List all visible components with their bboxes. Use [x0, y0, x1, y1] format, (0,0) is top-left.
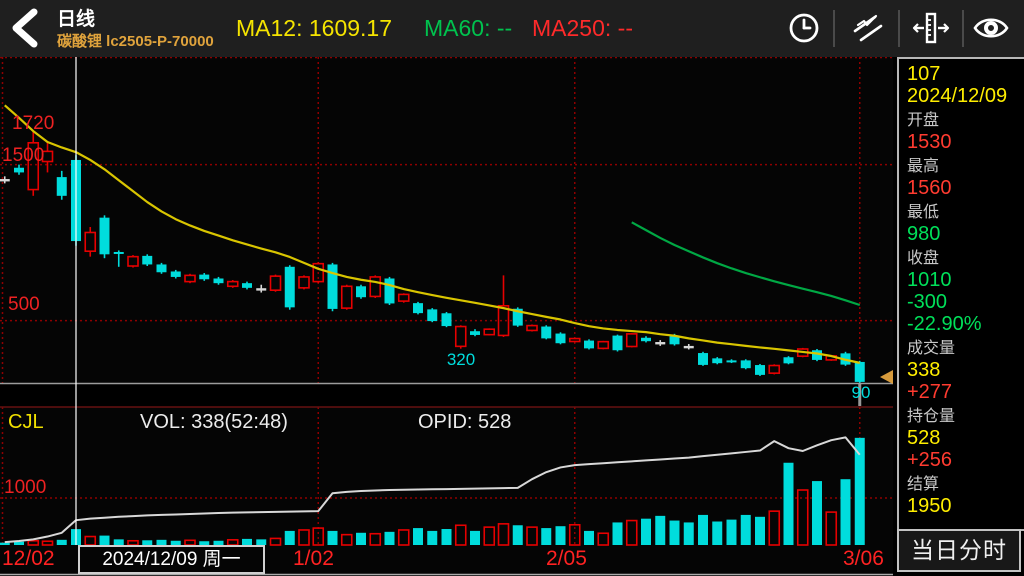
- sidebar-value: 1950: [907, 495, 952, 517]
- price-label-1500: 1500: [2, 145, 45, 166]
- price-scale-icon: [912, 12, 950, 44]
- quote-sidebar: 107 2024/12/09 开盘 1530 最高 1560 最低 980 收盘 1010 -300…: [893, 57, 1024, 576]
- sidebar-label: 持仓量: [907, 408, 956, 425]
- sidebar-value: 980: [907, 223, 941, 245]
- contract-label: 碳酸锂 lc2505-P-70000: [57, 33, 214, 50]
- trendline-draw-icon: [853, 14, 883, 42]
- quote-panel: 107 2024/12/09 开盘 1530 最高 1560 最低 980 收盘 1010 -300…: [897, 57, 1024, 531]
- volume-grid-label: 1000: [4, 477, 47, 498]
- timeframe-title: 日线: [57, 9, 96, 30]
- ma60-legend: MA60: --: [424, 15, 513, 41]
- sidebar-value: -300: [907, 291, 948, 313]
- low-annotation-90: 90: [851, 383, 871, 402]
- sidebar-value: 2024/12/09: [907, 85, 1008, 107]
- xaxis-label-0205: 2/05: [546, 547, 587, 570]
- clock-button[interactable]: [785, 11, 823, 45]
- volume-readout: VOL: 338(52:48): [140, 411, 288, 433]
- back-arrow-icon: [12, 8, 38, 48]
- sidebar-value: +277: [907, 381, 953, 403]
- price-label-500: 500: [8, 294, 40, 315]
- price-scale-button[interactable]: [911, 11, 950, 45]
- crosshair-date-box: 2024/12/09 周一: [78, 545, 265, 574]
- sidebar-label: 成交量: [907, 340, 956, 357]
- sidebar-value: 528: [907, 427, 941, 449]
- xaxis-label-0102: 1/02: [293, 547, 334, 570]
- top-bar: 日线 碳酸锂 lc2505-P-70000 MA12: 1609.17 MA60…: [0, 0, 1024, 57]
- sidebar-label: 最低: [907, 204, 940, 221]
- ma250-legend: MA250: --: [532, 15, 633, 41]
- xaxis-label-0306: 3/06: [843, 547, 884, 570]
- ma12-legend: MA12: 1609.17: [236, 15, 393, 41]
- sidebar-label: 结算: [907, 476, 940, 493]
- sidebar-label: 开盘: [907, 112, 940, 129]
- clock-icon: [789, 13, 819, 43]
- visibility-icon: [973, 18, 1009, 38]
- indicator-name: CJL: [8, 411, 44, 433]
- sidebar-value: 1530: [907, 131, 952, 153]
- trendline-tool-button[interactable]: [848, 11, 886, 45]
- toolbar-divider: [962, 10, 964, 47]
- toolbar-divider: [898, 10, 900, 47]
- sidebar-value: 107: [907, 63, 941, 85]
- back-button[interactable]: [6, 5, 44, 51]
- sidebar-label: 收盘: [907, 250, 940, 267]
- toolbar-divider: [833, 10, 835, 47]
- price-label-highest: 1720: [12, 113, 55, 134]
- intraday-button[interactable]: 当日分时: [897, 529, 1021, 572]
- sidebar-lines: 107 2024/12/09 开盘 1530 最高 1560 最低 980 收盘 1010 -300…: [907, 63, 1024, 517]
- open-interest-readout: OPID: 528: [418, 411, 512, 433]
- visibility-button[interactable]: [972, 11, 1010, 45]
- sidebar-value: 338: [907, 359, 941, 381]
- low-annotation-320: 320: [446, 350, 476, 369]
- sidebar-value: 1010: [907, 269, 952, 291]
- sidebar-label: 最高: [907, 158, 940, 175]
- xaxis-label-1202: 12/02: [2, 547, 55, 570]
- sidebar-value: -22.90%: [907, 313, 982, 335]
- sidebar-value: +256: [907, 449, 953, 471]
- sidebar-value: 1560: [907, 177, 952, 199]
